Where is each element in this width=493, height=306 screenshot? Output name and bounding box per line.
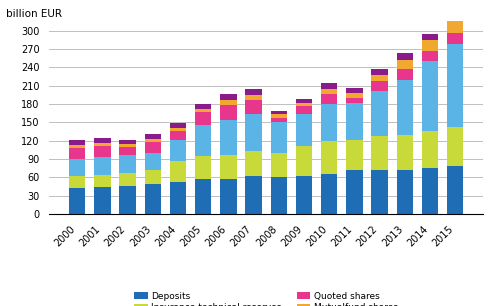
Bar [371,170,388,214]
Bar [220,120,237,155]
Bar [346,170,363,214]
Bar [246,95,262,100]
Bar [144,170,161,184]
Bar [69,140,85,145]
Bar [144,184,161,214]
Bar [94,175,110,187]
Bar [94,157,110,175]
Bar [346,93,363,98]
Bar [422,34,438,40]
Bar [170,131,186,140]
Bar [170,128,186,131]
Bar [195,125,211,156]
Bar [220,105,237,120]
Bar [144,134,161,139]
Bar [346,98,363,103]
Bar [69,145,85,148]
Bar [397,60,413,69]
Bar [371,69,388,75]
Bar [346,88,363,93]
Bar [170,182,186,214]
Bar [447,44,463,127]
Bar [170,161,186,182]
Bar [371,81,388,91]
Bar [271,177,287,214]
Bar [271,111,287,114]
Bar [220,179,237,214]
Bar [69,148,85,159]
Bar [422,51,438,61]
Bar [94,143,110,146]
Bar [321,174,337,214]
Bar [321,94,337,104]
Bar [346,103,363,140]
Bar [195,156,211,179]
Bar [371,75,388,81]
Bar [321,104,337,141]
Bar [220,155,237,179]
Bar [296,103,312,106]
Bar [296,99,312,103]
Bar [296,146,312,176]
Bar [447,166,463,214]
Bar [447,21,463,33]
Bar [246,100,262,114]
Text: billion EUR: billion EUR [6,9,62,20]
Bar [296,114,312,146]
Bar [195,109,211,112]
Bar [246,176,262,214]
Bar [119,173,136,186]
Bar [321,141,337,174]
Bar [397,170,413,214]
Bar [246,151,262,176]
Bar [397,53,413,60]
Bar [94,138,110,143]
Bar [119,147,136,155]
Bar [94,146,110,157]
Bar [69,188,85,214]
Bar [422,168,438,214]
Bar [246,89,262,95]
Bar [119,155,136,173]
Bar [397,80,413,135]
Bar [69,159,85,176]
Bar [321,89,337,94]
Bar [422,131,438,168]
Bar [170,140,186,161]
Bar [144,139,161,142]
Bar [397,69,413,80]
Bar [246,114,262,151]
Bar [170,123,186,128]
Bar [296,106,312,114]
Bar [397,135,413,170]
Bar [195,179,211,214]
Bar [271,122,287,153]
Bar [220,100,237,105]
Bar [220,94,237,100]
Bar [195,104,211,109]
Bar [119,140,136,144]
Bar [94,187,110,214]
Bar [321,83,337,89]
Bar [422,40,438,51]
Bar [144,153,161,170]
Bar [422,61,438,131]
Bar [271,118,287,122]
Bar [447,33,463,44]
Bar [371,136,388,170]
Bar [195,112,211,125]
Bar [271,114,287,118]
Bar [144,142,161,153]
Bar [69,176,85,188]
Bar [296,176,312,214]
Bar [271,153,287,177]
Bar [447,13,463,21]
Bar [119,144,136,147]
Legend: Deposits, Insurance technical reserves, Unquoted shares, other equity, Quoted sh: Deposits, Insurance technical reserves, … [131,288,402,306]
Bar [346,140,363,170]
Bar [371,91,388,136]
Bar [447,127,463,166]
Bar [119,186,136,214]
